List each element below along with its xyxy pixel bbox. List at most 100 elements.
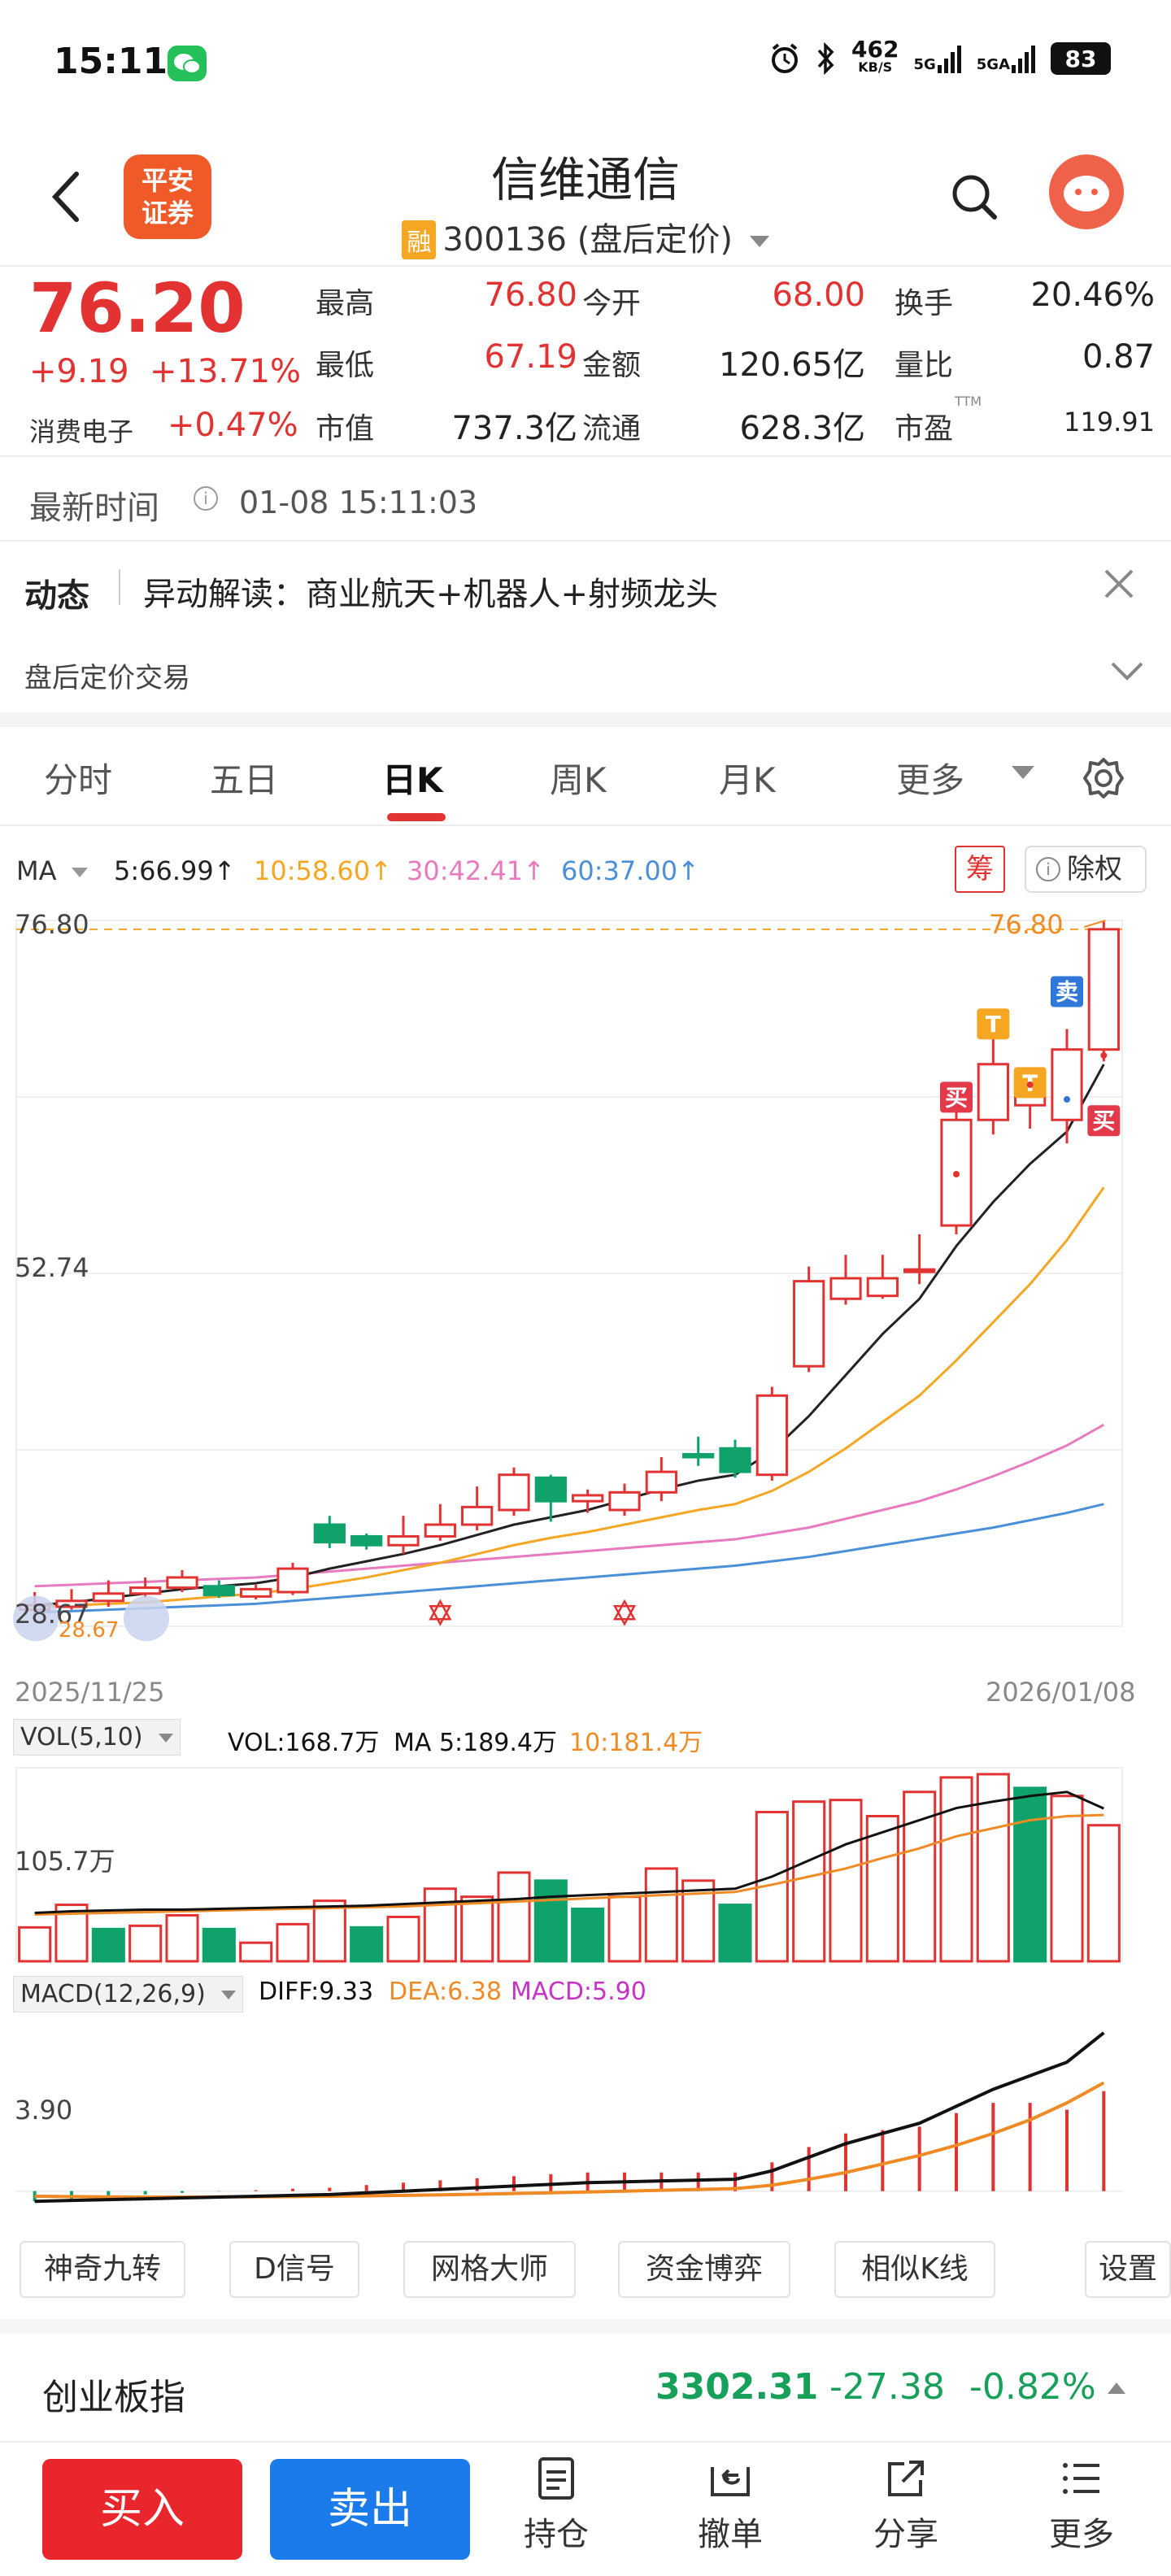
quote-label: 最低	[316, 349, 375, 382]
stock-code-selector[interactable]: 融 300136 (盘后定价)	[0, 213, 1171, 260]
quote-value: 67.19	[484, 338, 577, 376]
gear-icon[interactable]	[1082, 756, 1125, 800]
tool-grid-master[interactable]: 网格大师	[403, 2241, 576, 2298]
section-gap	[0, 712, 1171, 727]
search-icon[interactable]	[950, 172, 999, 221]
macd-value: MACD:5.90	[511, 1978, 646, 2006]
volume-bar	[18, 1925, 52, 1963]
pe-ttm-label: TTM	[955, 394, 982, 409]
candle-body	[350, 1534, 383, 1547]
info-icon[interactable]: i	[194, 486, 218, 511]
volume-bar	[1086, 1824, 1121, 1963]
diff-line	[34, 2031, 1105, 2204]
buy-marker: 买	[940, 1081, 973, 1113]
candle	[829, 1255, 862, 1305]
assistant-avatar[interactable]	[1049, 154, 1124, 229]
tool-nine-turns[interactable]: 神奇九转	[20, 2241, 185, 2298]
tab-five-day[interactable]: 五日	[210, 760, 279, 800]
price-change: +9.19	[29, 353, 129, 390]
sector-name[interactable]: 消费电子	[29, 416, 134, 447]
signal-5ga: 5GA	[977, 44, 1036, 73]
candle-body	[645, 1470, 677, 1494]
more-button[interactable]: 更多	[1033, 2456, 1130, 2555]
candle	[92, 1580, 124, 1608]
vol-selector[interactable]: VOL(5,10)	[13, 1719, 181, 1756]
ex-rights-button[interactable]: 除权	[1025, 846, 1147, 893]
tab-intraday[interactable]: 分时	[44, 760, 113, 800]
chip-distribution-button[interactable]: 筹	[955, 846, 1005, 893]
share-button[interactable]: 分享	[857, 2456, 955, 2555]
vol-ma10: 10:181.4万	[569, 1729, 703, 1757]
quote-label: 市值	[316, 412, 375, 446]
candle-body	[424, 1523, 456, 1538]
tool-d-signal[interactable]: D信号	[229, 2241, 359, 2298]
candle	[755, 1386, 788, 1481]
quote-value: 68.00	[772, 276, 865, 314]
chevron-up-icon[interactable]	[1108, 2382, 1125, 2394]
signal-dot	[1026, 1081, 1034, 1088]
volume-bar	[165, 1913, 199, 1963]
date-end: 2026/01/08	[986, 1677, 1136, 1708]
tab-daily-k[interactable]: 日K	[382, 760, 443, 800]
candle-body	[202, 1585, 235, 1597]
index-change: -27.38	[829, 2366, 945, 2408]
divider	[0, 540, 1171, 542]
vol-value: VOL:168.7万	[228, 1729, 380, 1757]
volume-bar	[718, 1904, 752, 1963]
volume-bar	[460, 1895, 494, 1963]
tool-settings[interactable]: 设置	[1085, 2241, 1171, 2298]
ma60-value: 60:37.00↑	[561, 855, 699, 886]
back-icon[interactable]	[47, 171, 86, 223]
t-marker-text: T	[986, 1011, 1001, 1038]
chevron-down-icon[interactable]	[1109, 657, 1145, 686]
close-icon[interactable]	[1101, 566, 1137, 602]
candle-body	[755, 1394, 788, 1477]
candle	[1051, 1029, 1083, 1144]
alarm-icon	[772, 43, 798, 73]
vol-ma5: MA 5:189.4万	[394, 1729, 558, 1757]
info-icon: i	[1036, 857, 1060, 881]
tab-weekly-k[interactable]: 周K	[550, 760, 607, 800]
index-change-pct: -0.82%	[969, 2366, 1096, 2408]
sell-marker-text: 卖	[1056, 979, 1078, 1006]
section-gap	[0, 2319, 1171, 2334]
macd-diff: DIFF:9.33	[259, 1978, 374, 2006]
cancel-order-button[interactable]: 撤单	[681, 2456, 779, 2555]
menu-icon	[1063, 2463, 1099, 2494]
buy-button[interactable]: 买入	[42, 2459, 242, 2560]
ma-selector[interactable]: MA	[16, 855, 88, 886]
after-hours-label[interactable]: 盘后定价交易	[24, 662, 190, 694]
kline-chart[interactable]: TT卖买买	[0, 903, 1171, 1667]
tab-indicator	[387, 813, 446, 821]
macd-selector[interactable]: MACD(12,26,9)	[13, 1976, 244, 2012]
signal-5g: 5G	[913, 44, 961, 73]
tab-more[interactable]: 更多	[896, 760, 965, 800]
t-marker-bg	[977, 1008, 1010, 1040]
quote-label: 最高	[316, 287, 375, 320]
hold-button[interactable]: 持仓	[507, 2456, 605, 2555]
index-name[interactable]: 创业板指	[42, 2377, 185, 2418]
tool-similar-k[interactable]: 相似K线	[834, 2241, 995, 2298]
quote-value: 76.80	[484, 276, 577, 314]
volume-bar	[423, 1887, 457, 1963]
stock-name: 信维通信	[490, 152, 680, 207]
divider	[0, 265, 1171, 267]
signal-dot	[1100, 1051, 1108, 1059]
candle	[645, 1457, 677, 1502]
tab-monthly-k[interactable]: 月K	[719, 760, 776, 800]
candle	[276, 1562, 309, 1595]
sell-button[interactable]: 卖出	[270, 2459, 470, 2560]
dynamic-news[interactable]: 异动解读：商业航天+机器人+射频龙头	[143, 576, 719, 613]
quote-label: 换手	[895, 287, 954, 320]
volume-bar	[497, 1871, 531, 1963]
ma30-line	[34, 1423, 1105, 1588]
tool-fund-game[interactable]: 资金博弈	[618, 2241, 790, 2298]
candle	[866, 1255, 899, 1299]
candle	[793, 1266, 825, 1373]
status-time: 15:11	[54, 41, 168, 82]
y-axis-low: 28.67	[15, 1599, 89, 1630]
y-axis-mid: 52.74	[15, 1252, 89, 1283]
candle-body	[682, 1452, 715, 1459]
chevron-down-icon	[749, 236, 769, 247]
candle	[202, 1580, 235, 1599]
